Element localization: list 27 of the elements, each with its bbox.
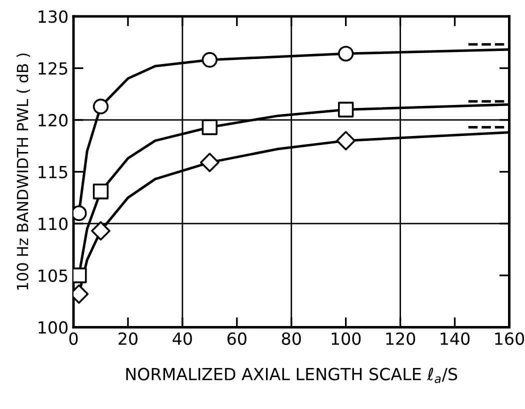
point: [338, 46, 354, 62]
x-axis-title: NORMALIZED AXIAL LENGTH SCALE ℓ$_{a}$/S: [126, 368, 458, 384]
x-tick-label: 100: [332, 332, 361, 345]
point: [92, 98, 109, 114]
x-tick-label: 80: [282, 332, 301, 345]
point: [91, 221, 110, 241]
point: [202, 52, 218, 68]
y-tick-label: 125: [38, 62, 68, 75]
point: [202, 119, 218, 136]
point: [336, 131, 356, 150]
y-tick-label: 120: [38, 114, 68, 127]
y-tick-label: 110: [38, 218, 68, 230]
x-tick-label: 0: [69, 332, 78, 345]
point: [200, 152, 220, 172]
x-tick-label: 120: [386, 332, 416, 345]
y-tick-label: 115: [38, 166, 68, 178]
y-tick-label: 130: [38, 10, 68, 23]
point: [92, 184, 109, 200]
x-tick-label: 140: [440, 332, 470, 345]
y-tick-label: 105: [38, 269, 68, 282]
point: [338, 102, 354, 118]
x-tick-label: 20: [118, 332, 138, 345]
x-tick-label: 60: [227, 332, 246, 345]
x-tick-label: 40: [172, 332, 192, 345]
y-axis-title: 100 Hz BANDWIDTH PWL ( dB ): [16, 54, 30, 290]
y-tick-label: 100: [38, 321, 68, 334]
x-tick-label: 160: [495, 332, 524, 345]
